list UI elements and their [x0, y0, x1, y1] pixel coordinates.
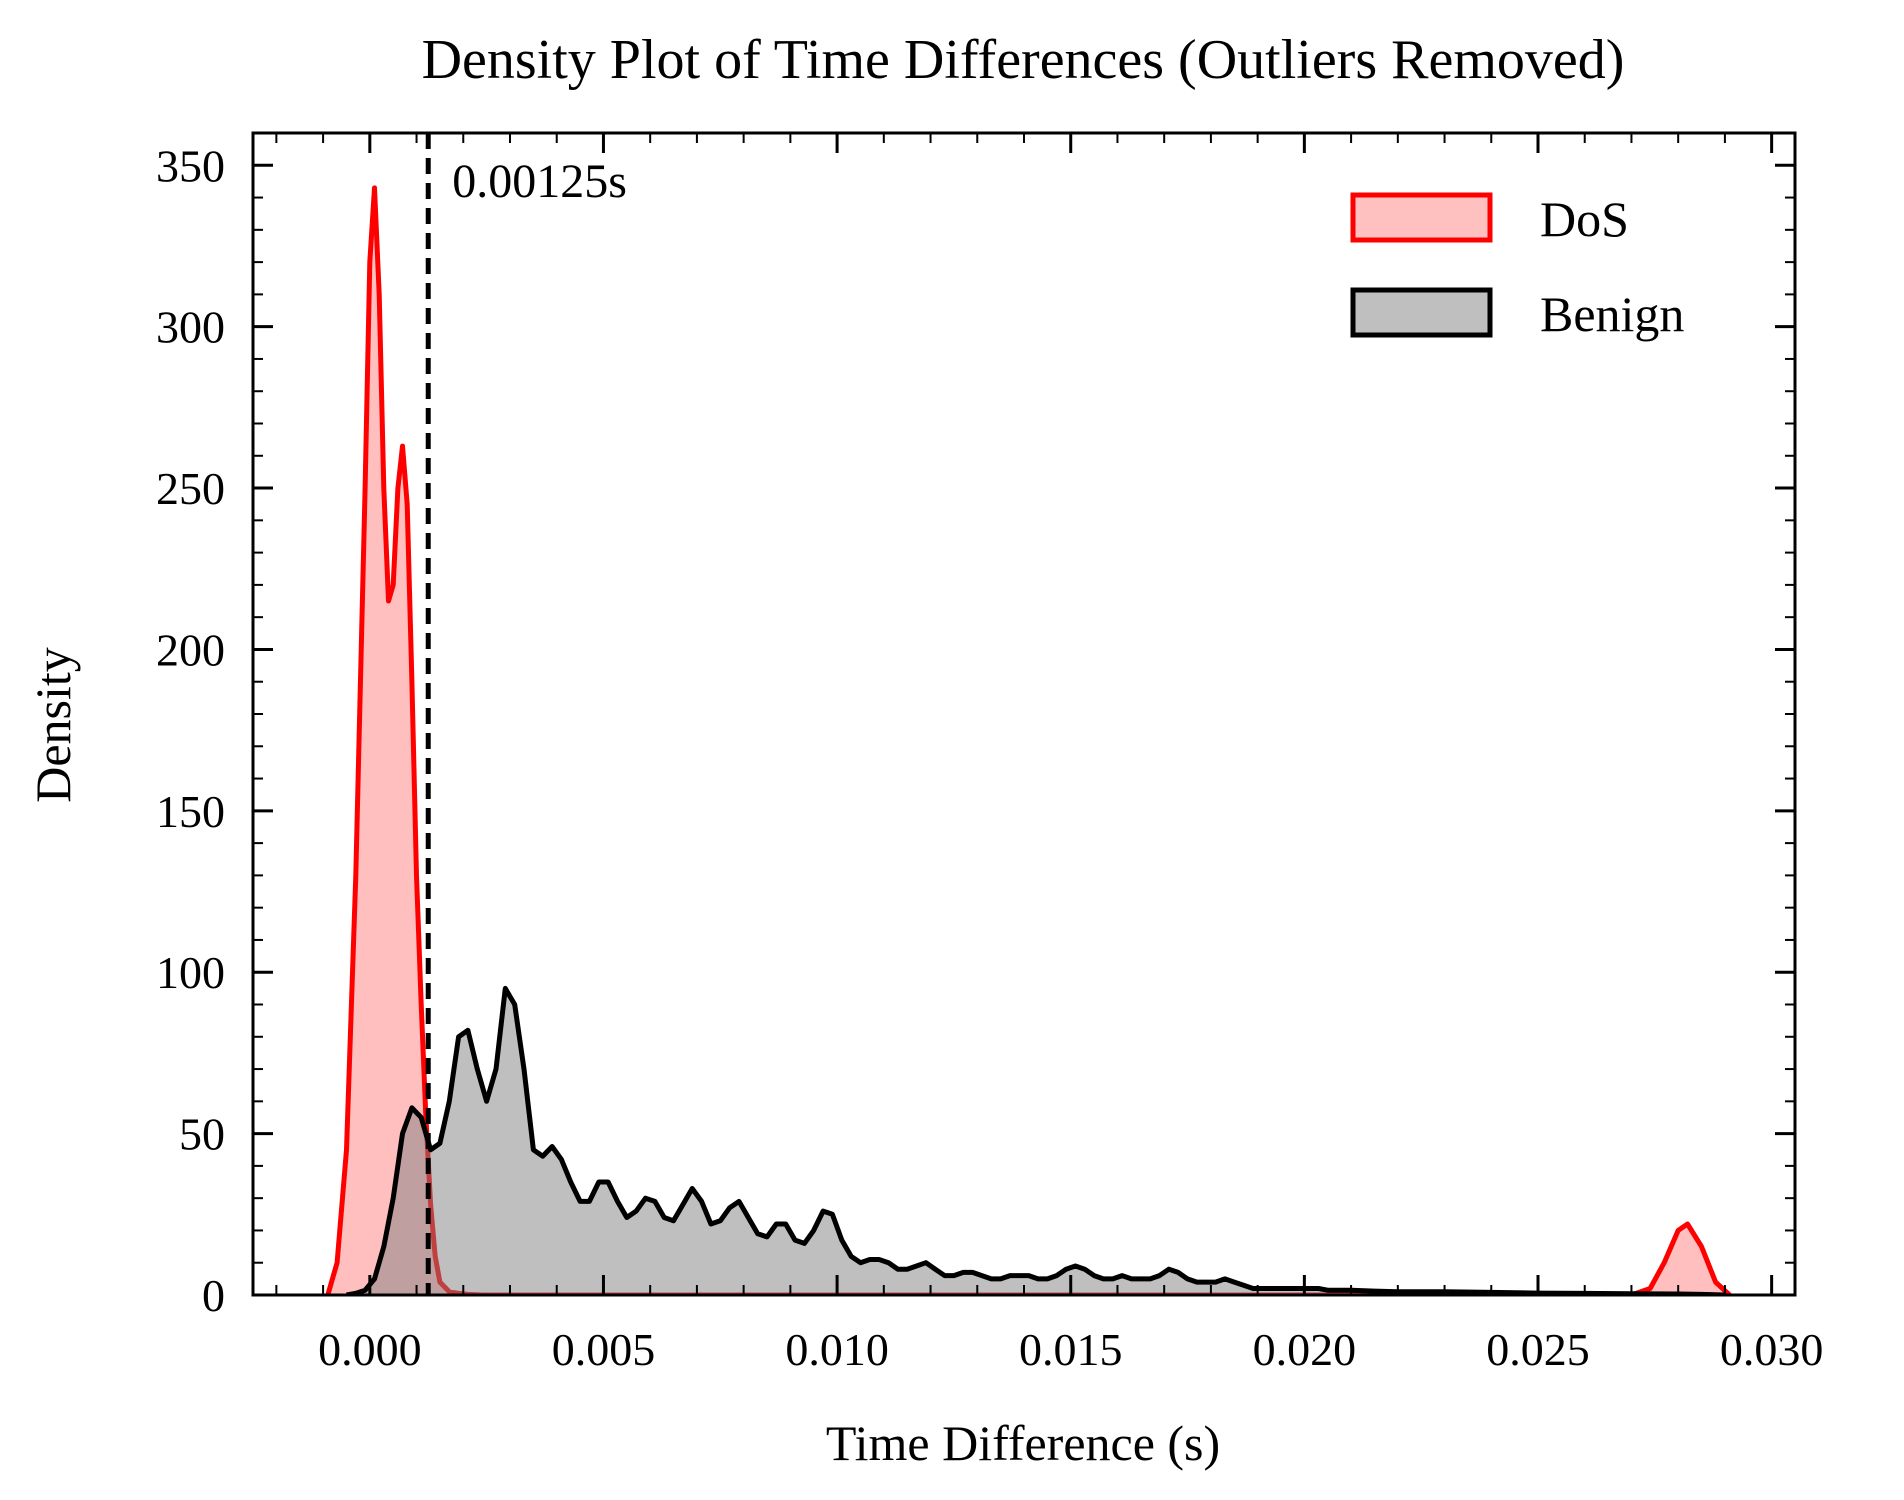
series-benign-fill: [346, 988, 1725, 1295]
series-benign-line: [346, 985, 1725, 1295]
x-tick-label: 0.015: [1019, 1324, 1123, 1375]
y-tick-label: 150: [156, 786, 225, 837]
x-tick-label: 0.005: [552, 1324, 656, 1375]
threshold-label: 0.00125s: [452, 155, 627, 208]
legend: DoS Benign: [1350, 191, 1684, 342]
legend-swatch-dos: [1350, 192, 1493, 243]
series-dos-fill: [327, 187, 1730, 1295]
y-tick-label: 200: [156, 624, 225, 675]
y-tick-label: 100: [156, 947, 225, 998]
y-tick-label: 250: [156, 463, 225, 514]
series-dos-line: [325, 185, 1732, 1295]
y-tick-label: 300: [156, 302, 225, 353]
legend-swatch-benign: [1350, 287, 1493, 338]
y-tick-label: 0: [202, 1270, 225, 1321]
legend-label-dos: DoS: [1540, 191, 1629, 247]
x-tick-label: 0.030: [1720, 1324, 1824, 1375]
y-axis-label: Density: [25, 647, 81, 803]
y-tick-label: 350: [156, 140, 225, 191]
series-group: [325, 185, 1732, 1295]
x-tick-label: 0.000: [318, 1324, 422, 1375]
y-tick-label: 50: [179, 1109, 225, 1160]
x-tick-label: 0.020: [1253, 1324, 1357, 1375]
legend-label-benign: Benign: [1540, 286, 1684, 342]
ticks-layer: 0.000 0.005 0.010 0.015 0.020 0.025 0.030 0 50 10…: [156, 132, 1824, 1375]
x-axis-label: Time Difference (s): [826, 1415, 1220, 1471]
x-tick-label: 0.025: [1486, 1324, 1590, 1375]
chart-title: Density Plot of Time Differences (Outlie…: [422, 29, 1625, 91]
x-tick-label: 0.010: [785, 1324, 889, 1375]
